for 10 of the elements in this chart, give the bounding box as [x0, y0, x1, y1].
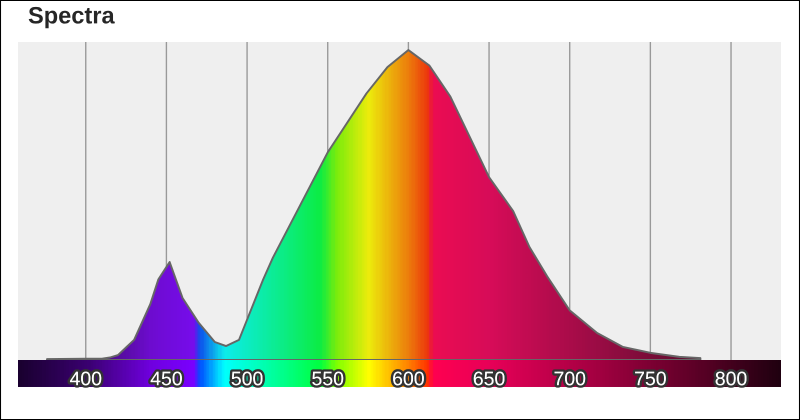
x-tick-label: 800 [716, 372, 746, 386]
x-tick-label: 750 [635, 372, 666, 386]
x-tick-label: 450 [150, 372, 182, 386]
x-tick-label: 500 [232, 372, 263, 386]
x-tick-label: 400 [70, 372, 102, 386]
chart-title: Spectra [28, 6, 115, 28]
x-tick-label: 700 [554, 372, 586, 386]
x-tick-label: 650 [474, 372, 505, 386]
x-tick-label: 600 [393, 372, 424, 386]
x-tick-label: 550 [312, 372, 344, 386]
